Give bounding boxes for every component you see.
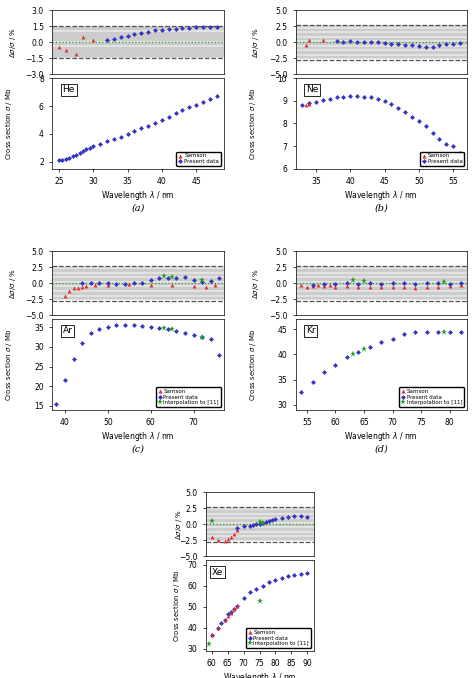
X-axis label: Wavelength $\lambda$ / nm: Wavelength $\lambda$ / nm: [101, 189, 175, 202]
X-axis label: Wavelength $\lambda$ / nm: Wavelength $\lambda$ / nm: [344, 430, 418, 443]
Text: (c): (c): [131, 444, 144, 453]
Y-axis label: Cross section $\sigma$ / Mb: Cross section $\sigma$ / Mb: [248, 87, 258, 159]
Legend: Samson, Present data, Interpolation to [11]: Samson, Present data, Interpolation to […: [155, 387, 221, 407]
Y-axis label: Cross section $\sigma$ / Mb: Cross section $\sigma$ / Mb: [4, 87, 14, 159]
Text: (d): (d): [374, 444, 388, 453]
Y-axis label: $\Delta\sigma/\sigma$ / %: $\Delta\sigma/\sigma$ / %: [8, 268, 18, 299]
X-axis label: Wavelength $\lambda$ / nm: Wavelength $\lambda$ / nm: [344, 189, 418, 202]
Legend: Samson, Present data: Samson, Present data: [420, 152, 464, 166]
Text: He: He: [63, 85, 75, 94]
Y-axis label: $\Delta\sigma/\sigma$ / %: $\Delta\sigma/\sigma$ / %: [251, 268, 261, 299]
Y-axis label: $\Delta\sigma/\sigma$ / %: $\Delta\sigma/\sigma$ / %: [174, 508, 184, 540]
Y-axis label: Cross section $\sigma$ / Mb: Cross section $\sigma$ / Mb: [172, 570, 182, 642]
Y-axis label: $\Delta\sigma/\sigma$ / %: $\Delta\sigma/\sigma$ / %: [8, 26, 18, 58]
X-axis label: Wavelength $\lambda$ / nm: Wavelength $\lambda$ / nm: [223, 671, 296, 678]
Text: (b): (b): [374, 203, 388, 212]
Text: Ar: Ar: [63, 327, 73, 336]
Text: Xe: Xe: [212, 567, 223, 576]
Text: Ne: Ne: [306, 85, 318, 94]
Y-axis label: $\Delta\sigma/\sigma$ / %: $\Delta\sigma/\sigma$ / %: [251, 26, 261, 58]
Legend: Samson, Present data, Interpolation to [11]: Samson, Present data, Interpolation to […: [399, 387, 464, 407]
Y-axis label: Cross section $\sigma$ / Mb: Cross section $\sigma$ / Mb: [4, 328, 14, 401]
Y-axis label: Cross section $\sigma$ / Mb: Cross section $\sigma$ / Mb: [248, 328, 258, 401]
Legend: Samson, Present data, Interpolation to [11]: Samson, Present data, Interpolation to […: [246, 628, 311, 648]
Legend: Samson, Present data: Samson, Present data: [176, 152, 221, 166]
Text: Kr: Kr: [306, 327, 315, 336]
Text: (a): (a): [131, 203, 145, 212]
X-axis label: Wavelength $\lambda$ / nm: Wavelength $\lambda$ / nm: [101, 430, 175, 443]
